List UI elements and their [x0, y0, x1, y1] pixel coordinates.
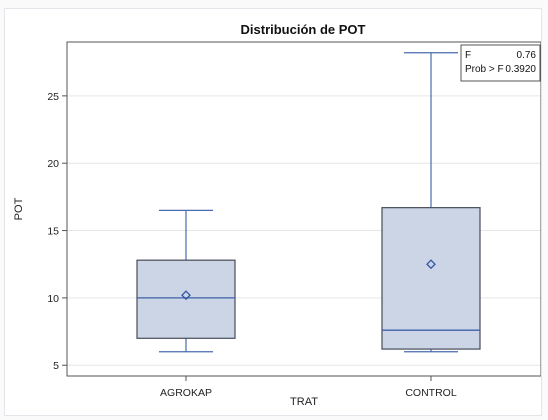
stats-label: F — [465, 50, 471, 61]
stats-inset: F 0.76 Prob > F 0.3920 — [460, 44, 541, 82]
x-tick-label: AGROKAP — [160, 387, 212, 399]
y-tick-label: 15 — [47, 226, 59, 238]
y-tick-label: 25 — [47, 91, 59, 103]
x-axis: AGROKAP CONTROL — [160, 376, 457, 399]
chart-figure: Distribución de POT 5 10 15 20 25 AGROKAP CON… — [4, 8, 542, 416]
y-tick-label: 20 — [47, 158, 59, 170]
stats-box — [460, 44, 541, 82]
iqr-box — [381, 207, 481, 350]
stats-value: 0.76 — [517, 50, 537, 61]
box-control — [381, 52, 481, 353]
stats-value: 0.3920 — [505, 64, 536, 75]
mean-marker — [181, 290, 191, 301]
mean-marker — [426, 259, 436, 270]
boxes — [136, 52, 481, 353]
box-agrokap — [136, 209, 236, 353]
y-tick-label: 10 — [47, 293, 59, 305]
x-axis-label: TRAT — [290, 396, 318, 408]
x-tick-label: CONTROL — [405, 387, 456, 399]
y-axis-label: POT — [13, 197, 25, 220]
y-tick-label: 5 — [53, 360, 59, 372]
stats-label: Prob > F — [465, 64, 504, 75]
chart-title: Distribución de POT — [241, 22, 366, 37]
y-axis: 5 10 15 20 25 — [47, 91, 67, 372]
iqr-box — [136, 259, 236, 339]
boxplot-chart: Distribución de POT 5 10 15 20 25 AGROKAP CON… — [13, 22, 542, 408]
